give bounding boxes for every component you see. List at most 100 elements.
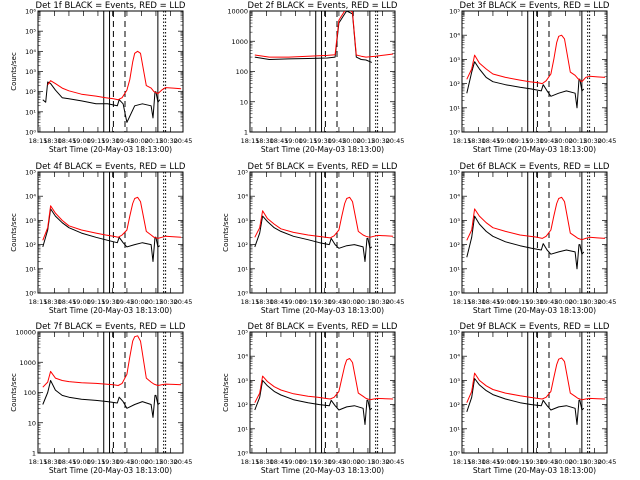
chart-title: Det 4f BLACK = Events, RED = LLD	[36, 162, 186, 172]
x-tick-label: 19:00	[72, 137, 91, 145]
x-axis-label: Start Time (20-May-03 18:13:00)	[261, 306, 384, 315]
x-tick-label: 18:45	[482, 298, 501, 306]
x-tick-label: 20:15	[569, 137, 588, 145]
events-series-line	[466, 61, 585, 109]
lld-series-line	[47, 50, 182, 101]
y-tick-label: 10¹	[237, 265, 248, 273]
x-axis-label: Start Time (20-May-03 18:13:00)	[261, 145, 384, 154]
x-tick-label: 19:15	[299, 458, 318, 466]
x-tick-label: 18:15	[29, 137, 48, 145]
lld-series-line	[42, 335, 182, 388]
x-tick-label: 20:45	[386, 298, 405, 306]
y-tick-label: 10¹	[237, 425, 248, 433]
x-tick-label: 20:30	[583, 137, 602, 145]
y-tick-label: 10³	[25, 217, 36, 225]
chart-title: Det 5f BLACK = Events, RED = LLD	[248, 162, 398, 172]
x-tick-label: 20:15	[569, 458, 588, 466]
y-tick-label: 10⁰	[449, 450, 460, 458]
x-tick-label: 20:15	[569, 298, 588, 306]
y-tick-label: 10⁵	[237, 169, 248, 177]
chart-title: Det 6f BLACK = Events, RED = LLD	[460, 162, 610, 172]
x-tick-label: 18:30	[467, 137, 486, 145]
x-tick-label: 19:30	[525, 137, 544, 145]
y-tick-label: 10⁴	[25, 193, 36, 201]
plot-frame	[37, 171, 184, 294]
x-tick-label: 19:15	[511, 298, 530, 306]
events-series-line	[42, 81, 161, 123]
x-tick-label: 19:30	[101, 458, 120, 466]
y-tick-label: 10⁵	[449, 169, 460, 177]
y-tick-label: 10⁵	[237, 329, 248, 337]
y-tick-label: 10	[240, 98, 248, 106]
y-tick-label: 10⁴	[449, 193, 460, 201]
x-tick-label: 19:45	[540, 458, 559, 466]
chart-title: Det 8f BLACK = Events, RED = LLD	[248, 322, 398, 332]
x-tick-label: 20:00	[554, 298, 573, 306]
y-tick-label: 10²	[449, 80, 460, 88]
x-tick-label: 18:30	[43, 298, 62, 306]
plot-frame	[461, 331, 608, 454]
y-tick-label: 10⁵	[449, 329, 460, 337]
lld-series-line	[254, 11, 394, 58]
x-tick-label: 19:30	[313, 298, 332, 306]
det-2f-panel: Det 2f BLACK = Events, RED = LLD 1 10 100 10…	[227, 1, 404, 154]
y-tick-label: 10000	[15, 329, 36, 337]
lld-series-line	[42, 196, 182, 241]
y-tick-label: 10¹	[449, 425, 460, 433]
x-tick-label: 20:30	[371, 298, 390, 306]
events-series-line	[466, 378, 585, 425]
x-tick-label: 18:45	[58, 137, 77, 145]
plot-data	[466, 11, 606, 132]
x-axis-label: Start Time (20-May-03 18:13:00)	[473, 466, 596, 475]
events-series-line	[42, 380, 161, 418]
y-tick-label: 1	[32, 450, 36, 458]
y-tick-label: 10²	[449, 241, 460, 249]
x-tick-label: 20:45	[174, 137, 193, 145]
x-tick-label: 18:30	[255, 458, 274, 466]
x-tick-label: 19:15	[87, 137, 106, 145]
y-axis-label: Counts/sec	[10, 52, 18, 91]
lld-series-line	[254, 196, 394, 239]
x-axis-label: Start Time (20-May-03 18:13:00)	[49, 466, 172, 475]
x-tick-label: 20:00	[342, 458, 361, 466]
y-tick-label: 1	[244, 129, 248, 137]
x-tick-label: 20:30	[371, 458, 390, 466]
x-tick-label: 19:00	[496, 137, 515, 145]
x-tick-label: 19:15	[299, 298, 318, 306]
det-8f-panel: Det 8f BLACK = Events, RED = LLD 10⁰ 10¹ 10…	[222, 322, 404, 475]
x-tick-label: 19:30	[101, 298, 120, 306]
x-tick-label: 19:00	[284, 137, 303, 145]
x-tick-label: 19:30	[525, 458, 544, 466]
x-tick-label: 18:45	[270, 137, 289, 145]
x-tick-label: 19:30	[313, 137, 332, 145]
y-tick-label: 10²	[449, 401, 460, 409]
y-axis-label: Counts/sec	[222, 373, 230, 412]
y-tick-label: 100	[236, 68, 248, 76]
x-tick-label: 19:30	[313, 458, 332, 466]
det-6f-panel: Det 6f BLACK = Events, RED = LLD 10⁰ 10¹ 10…	[449, 162, 616, 315]
det-1f-panel: Det 1f BLACK = Events, RED = LLD 10⁰ 10¹ 10…	[10, 1, 192, 154]
x-tick-label: 20:30	[159, 458, 178, 466]
x-tick-label: 19:15	[511, 458, 530, 466]
y-tick-label: 10¹	[449, 265, 460, 273]
x-tick-label: 20:30	[159, 298, 178, 306]
x-tick-label: 20:30	[159, 137, 178, 145]
plot-data	[42, 332, 182, 453]
x-tick-label: 18:15	[241, 298, 260, 306]
lld-series-line	[466, 357, 606, 403]
y-tick-label: 10000	[227, 8, 248, 16]
events-series-line	[42, 208, 161, 262]
x-tick-label: 20:45	[174, 458, 193, 466]
plot-data	[254, 332, 394, 453]
x-tick-label: 20:45	[598, 137, 617, 145]
x-tick-label: 19:00	[72, 298, 91, 306]
events-series-line	[254, 11, 372, 63]
x-tick-label: 20:00	[554, 137, 573, 145]
x-tick-label: 18:15	[241, 137, 260, 145]
x-tick-label: 20:00	[342, 137, 361, 145]
lld-series-line	[466, 34, 606, 85]
x-tick-label: 19:15	[87, 458, 106, 466]
plot-data	[466, 332, 606, 453]
x-tick-label: 20:30	[583, 298, 602, 306]
